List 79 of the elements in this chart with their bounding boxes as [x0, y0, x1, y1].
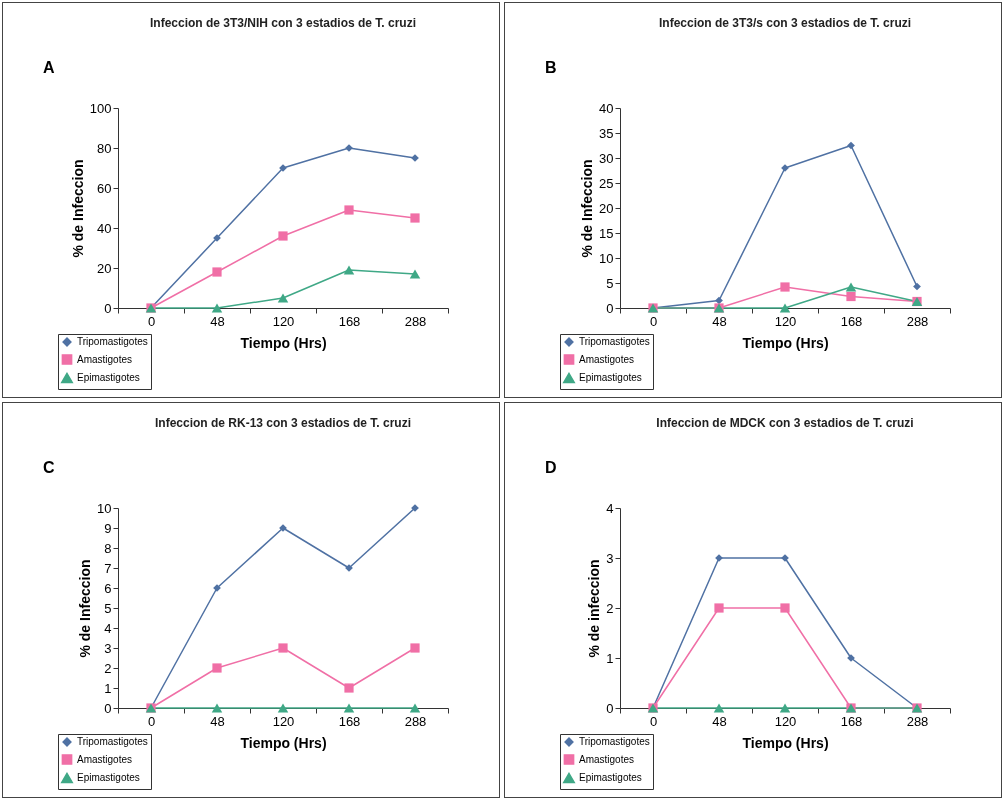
chart-title: Infeccion de 3T3/NIH con 3 estadios de T. cruzi: [149, 16, 417, 30]
y-axis-title: % de Infeccion: [77, 559, 94, 658]
text: A: [43, 59, 55, 76]
x-tick-label: 48: [210, 313, 225, 329]
x-tick-label: 168: [840, 313, 863, 329]
y-tick-label: 6: [104, 580, 112, 596]
y-tick-label: 3: [104, 640, 112, 656]
x-axis-title: Tiempo (Hrs): [240, 734, 327, 751]
text: C: [43, 459, 55, 476]
y-axis-title: % de infeccion: [586, 559, 603, 658]
legend-label: Epimastigotes: [579, 372, 642, 383]
legend-label: Amastigotes: [77, 753, 133, 765]
x-tick-label: 288: [404, 313, 427, 329]
y-tick-label: 25: [599, 175, 614, 191]
x-tick-label: 48: [210, 713, 225, 729]
y-axis-title: % de Infeccion: [579, 159, 596, 258]
x-tick-label: 120: [272, 713, 295, 729]
y-tick-label: 1: [606, 650, 614, 666]
legend-label: Tripomastigotes: [77, 336, 148, 347]
y-tick-label: 0: [104, 700, 112, 716]
x-tick-label: 288: [404, 713, 427, 729]
legend-label: Tripomastigotes: [579, 336, 650, 347]
y-tick-label: 40: [599, 100, 614, 116]
y-tick-label: 1: [104, 680, 112, 696]
legend-label: Epimastigotes: [579, 772, 642, 783]
x-tick-label: 168: [338, 313, 361, 329]
y-tick-label: 0: [606, 300, 614, 316]
x-tick-label: 48: [712, 713, 727, 729]
chart-title: Infeccion de 3T3/s con 3 estadios de T. cruzi: [658, 16, 912, 30]
x-tick-label: 48: [712, 313, 727, 329]
y-tick-label: 10: [599, 250, 614, 266]
y-tick-label: 35: [599, 125, 614, 141]
x-tick-label: 0: [649, 313, 658, 329]
text: D: [545, 459, 557, 476]
y-tick-label: 2: [606, 600, 614, 616]
x-tick-label: 168: [840, 713, 863, 729]
y-tick-label: 5: [104, 600, 112, 616]
x-tick-label: 0: [147, 313, 156, 329]
chart-title: Infeccion de RK-13 con 3 estadios de T. cruzi: [154, 416, 412, 430]
y-tick-label: 3: [606, 550, 614, 566]
chart-title: Infeccion de MDCK con 3 estadios de T. cruzi: [656, 416, 914, 430]
x-tick-label: 168: [338, 713, 361, 729]
y-tick-label: 10: [97, 500, 112, 516]
y-tick-label: 0: [104, 300, 112, 316]
legend-label: Amastigotes: [579, 353, 635, 365]
y-tick-label: 4: [606, 500, 614, 516]
y-tick-label: 2: [104, 660, 112, 676]
legend-label: Amastigotes: [77, 353, 133, 365]
x-axis-title: Tiempo (Hrs): [742, 334, 829, 351]
y-tick-label: 9: [104, 520, 112, 536]
x-axis-title: Tiempo (Hrs): [240, 334, 327, 351]
legend-label: Tripomastigotes: [579, 736, 650, 747]
x-tick-label: 0: [147, 713, 156, 729]
x-tick-label: 0: [649, 713, 658, 729]
y-tick-label: 4: [104, 620, 112, 636]
y-axis-title: % de Infeccion: [69, 159, 86, 258]
y-tick-label: 0: [606, 700, 614, 716]
legend-label: Epimastigotes: [77, 372, 140, 383]
x-axis-title: Tiempo (Hrs): [742, 734, 829, 751]
y-tick-label: 20: [97, 260, 112, 276]
legend-label: Amastigotes: [579, 753, 635, 765]
y-tick-label: 80: [97, 140, 112, 156]
y-tick-label: 100: [89, 100, 112, 116]
y-tick-label: 5: [606, 275, 614, 291]
x-tick-label: 120: [272, 313, 295, 329]
x-tick-label: 120: [774, 313, 797, 329]
legend-label: Tripomastigotes: [77, 736, 148, 747]
x-tick-label: 288: [906, 713, 929, 729]
y-tick-label: 8: [104, 540, 112, 556]
y-tick-label: 30: [599, 150, 614, 166]
x-tick-label: 288: [906, 313, 929, 329]
x-tick-label: 120: [774, 713, 797, 729]
y-tick-label: 60: [97, 180, 112, 196]
y-tick-label: 15: [599, 225, 614, 241]
legend-label: Epimastigotes: [77, 772, 140, 783]
y-tick-label: 40: [97, 220, 112, 236]
y-tick-label: 20: [599, 200, 614, 216]
text: B: [545, 59, 557, 76]
y-tick-label: 7: [104, 560, 112, 576]
